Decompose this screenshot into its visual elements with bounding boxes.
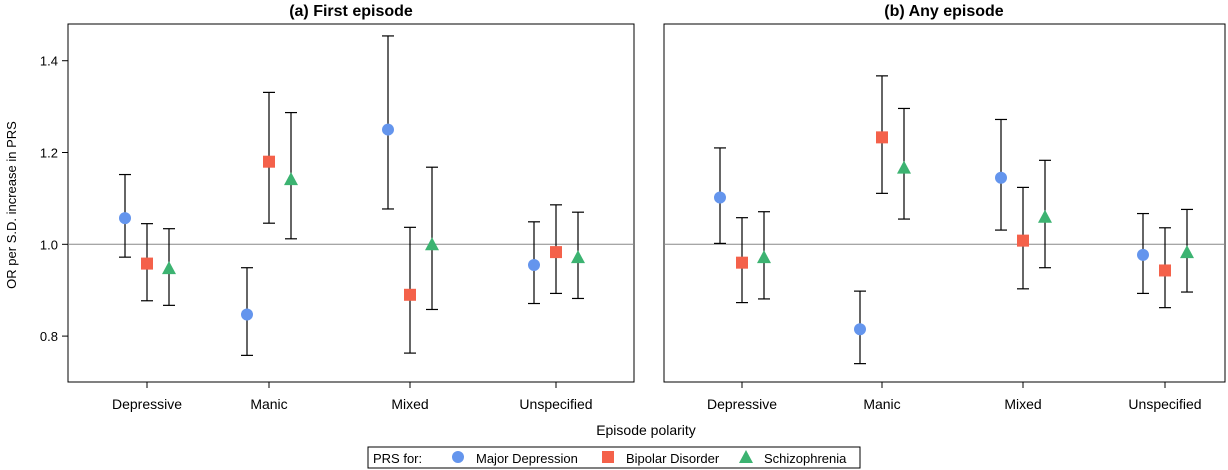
panel-a-title: (a) First episode: [289, 3, 413, 20]
point-major-depression-mixed: [995, 171, 1007, 184]
point-bipolar-disorder-mixed: [1017, 234, 1029, 247]
point-bipolar-disorder-mixed: [404, 288, 416, 301]
panel-a-marks: [119, 35, 585, 356]
point-schizophrenia-unspecified: [1180, 245, 1194, 259]
panel-a-x-axis: Depressive Manic Mixed Unspecified: [112, 382, 593, 412]
panel-b-x-axis: Depressive Manic Mixed Unspecified: [707, 382, 1202, 412]
y-tick-label: 0.8: [40, 329, 58, 344]
x-tick-label-mixed: Mixed: [1004, 396, 1041, 412]
point-bipolar-disorder-manic: [876, 131, 888, 144]
point-schizophrenia-depressive: [162, 261, 176, 275]
point-schizophrenia-unspecified: [571, 250, 585, 264]
y-tick-label: 1.0: [40, 237, 58, 252]
legend-label-schizophrenia: Schizophrenia: [764, 451, 847, 466]
panel-a-y-axis: 0.8 1.0 1.2 1.4: [40, 54, 68, 344]
legend: PRS for: Major Depression Bipolar Disord…: [367, 446, 861, 469]
point-major-depression-depressive: [119, 212, 131, 225]
y-tick-label: 1.4: [40, 54, 58, 69]
x-tick-label-depressive: Depressive: [707, 396, 777, 412]
x-tick-label-depressive: Depressive: [112, 396, 182, 412]
point-bipolar-disorder-depressive: [141, 257, 153, 270]
legend-prefix: PRS for:: [373, 451, 422, 466]
point-schizophrenia-mixed: [1038, 209, 1052, 223]
x-tick-label-manic: Manic: [250, 396, 287, 412]
legend-label-bipolar-disorder: Bipolar Disorder: [626, 451, 720, 466]
point-schizophrenia-manic: [284, 172, 298, 186]
legend-circle-icon: [452, 451, 464, 463]
point-schizophrenia-manic: [897, 160, 911, 174]
point-major-depression-depressive: [714, 191, 726, 204]
x-tick-label-unspecified: Unspecified: [519, 396, 592, 412]
x-tick-label-unspecified: Unspecified: [1128, 396, 1201, 412]
legend-square-icon: [602, 451, 614, 463]
point-major-depression-manic: [854, 323, 866, 336]
panel-b-plot-frame: [663, 23, 1226, 383]
x-tick-label-mixed: Mixed: [391, 396, 428, 412]
point-schizophrenia-mixed: [425, 237, 439, 251]
legend-triangle-icon: [739, 450, 753, 463]
x-axis-label: Episode polarity: [596, 422, 696, 438]
x-tick-label-manic: Manic: [863, 396, 900, 412]
panel-first-episode: (a) First episode 0.8 1.0 1.2 1.4 Depressiv…: [40, 3, 635, 412]
panel-b-marks: [714, 75, 1194, 365]
legend-box: [367, 446, 861, 469]
point-major-depression-unspecified: [528, 258, 540, 271]
panel-b-title: (b) Any episode: [884, 3, 1004, 20]
point-bipolar-disorder-unspecified: [1159, 264, 1171, 277]
y-tick-label: 1.2: [40, 146, 58, 161]
point-bipolar-disorder-depressive: [736, 256, 748, 269]
point-schizophrenia-depressive: [757, 250, 771, 264]
point-major-depression-manic: [241, 308, 253, 321]
point-major-depression-unspecified: [1137, 248, 1149, 261]
panel-any-episode: (b) Any episode Depressive Manic Mixed Unsp…: [663, 3, 1226, 412]
point-bipolar-disorder-unspecified: [550, 246, 562, 259]
point-major-depression-mixed: [382, 123, 394, 136]
panel-a-plot-frame: [67, 23, 635, 383]
point-bipolar-disorder-manic: [263, 155, 275, 168]
legend-label-major-depression: Major Depression: [476, 451, 578, 466]
y-axis-label: OR per S.D. increase in PRS: [4, 121, 19, 289]
